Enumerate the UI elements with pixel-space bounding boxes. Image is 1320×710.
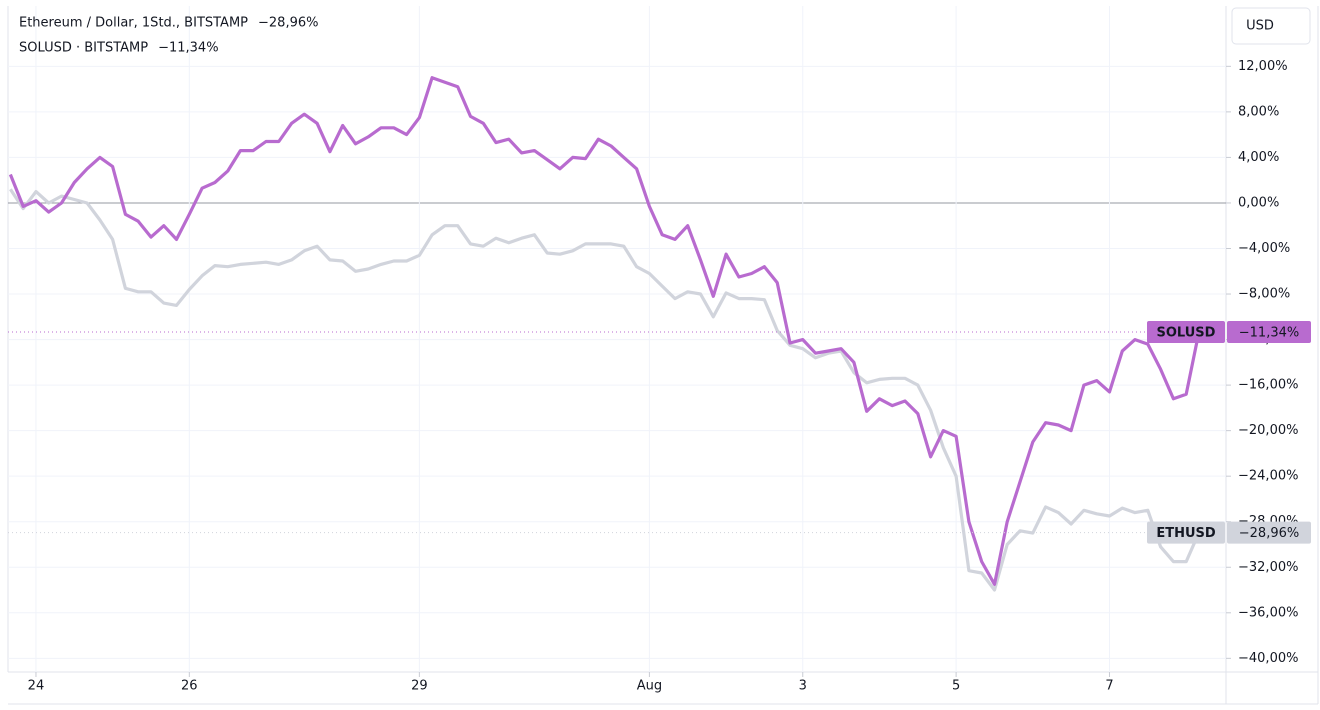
symbol-tag-label: ETHUSD (1156, 526, 1216, 541)
x-tick-label: 5 (952, 679, 960, 694)
y-tick-label: −16,00% (1238, 378, 1298, 393)
y-tick-label: −40,00% (1238, 651, 1298, 666)
series-line (9, 188, 1201, 592)
y-tick-label: −36,00% (1238, 605, 1298, 620)
value-tag-label: −11,34% (1239, 326, 1299, 341)
y-tick-label: −20,00% (1238, 423, 1298, 438)
value-tag-label: −28,96% (1239, 526, 1299, 541)
y-tick-label: 8,00% (1238, 104, 1279, 119)
x-tick-label: 3 (799, 679, 807, 694)
legend-name: Ethereum / Dollar, 1Std., BITSTAMP (19, 16, 248, 31)
x-tick-label: 29 (411, 679, 428, 694)
symbol-tag (1147, 321, 1225, 344)
series-line (8, 76, 1201, 586)
currency-label: USD (1246, 19, 1274, 34)
overlay: ETHUSD −28,96% SOLUSD −11,34% Ethereum / Dol… (19, 16, 1311, 544)
symbol-tag (1147, 521, 1225, 544)
y-tick-label: 4,00% (1238, 150, 1279, 165)
x-tick-label: 26 (181, 679, 198, 694)
y-tick-label: −24,00% (1238, 469, 1298, 484)
y-tick-label: −32,00% (1238, 560, 1298, 575)
plot-area: 12,00%8,00%4,00%0,00%−4,00%−8,00%−12,00%… (8, 6, 1298, 694)
legend-change: −28,96% (258, 16, 318, 31)
y-tick-label: 0,00% (1238, 195, 1279, 210)
y-tick-label: −8,00% (1238, 287, 1290, 302)
legend-name: SOLUSD · BITSTAMP (19, 41, 148, 56)
value-tag (1227, 321, 1311, 344)
x-tick-label: 24 (28, 679, 45, 694)
x-tick-label: 7 (1105, 679, 1113, 694)
value-tag (1227, 521, 1311, 544)
legend-change: −11,34% (158, 41, 218, 56)
x-tick-label: Aug (637, 679, 662, 694)
y-tick-label: −4,00% (1238, 241, 1290, 256)
symbol-tag-label: SOLUSD (1157, 326, 1216, 341)
currency-button[interactable] (1231, 7, 1311, 45)
y-tick-label: 12,00% (1238, 59, 1288, 74)
